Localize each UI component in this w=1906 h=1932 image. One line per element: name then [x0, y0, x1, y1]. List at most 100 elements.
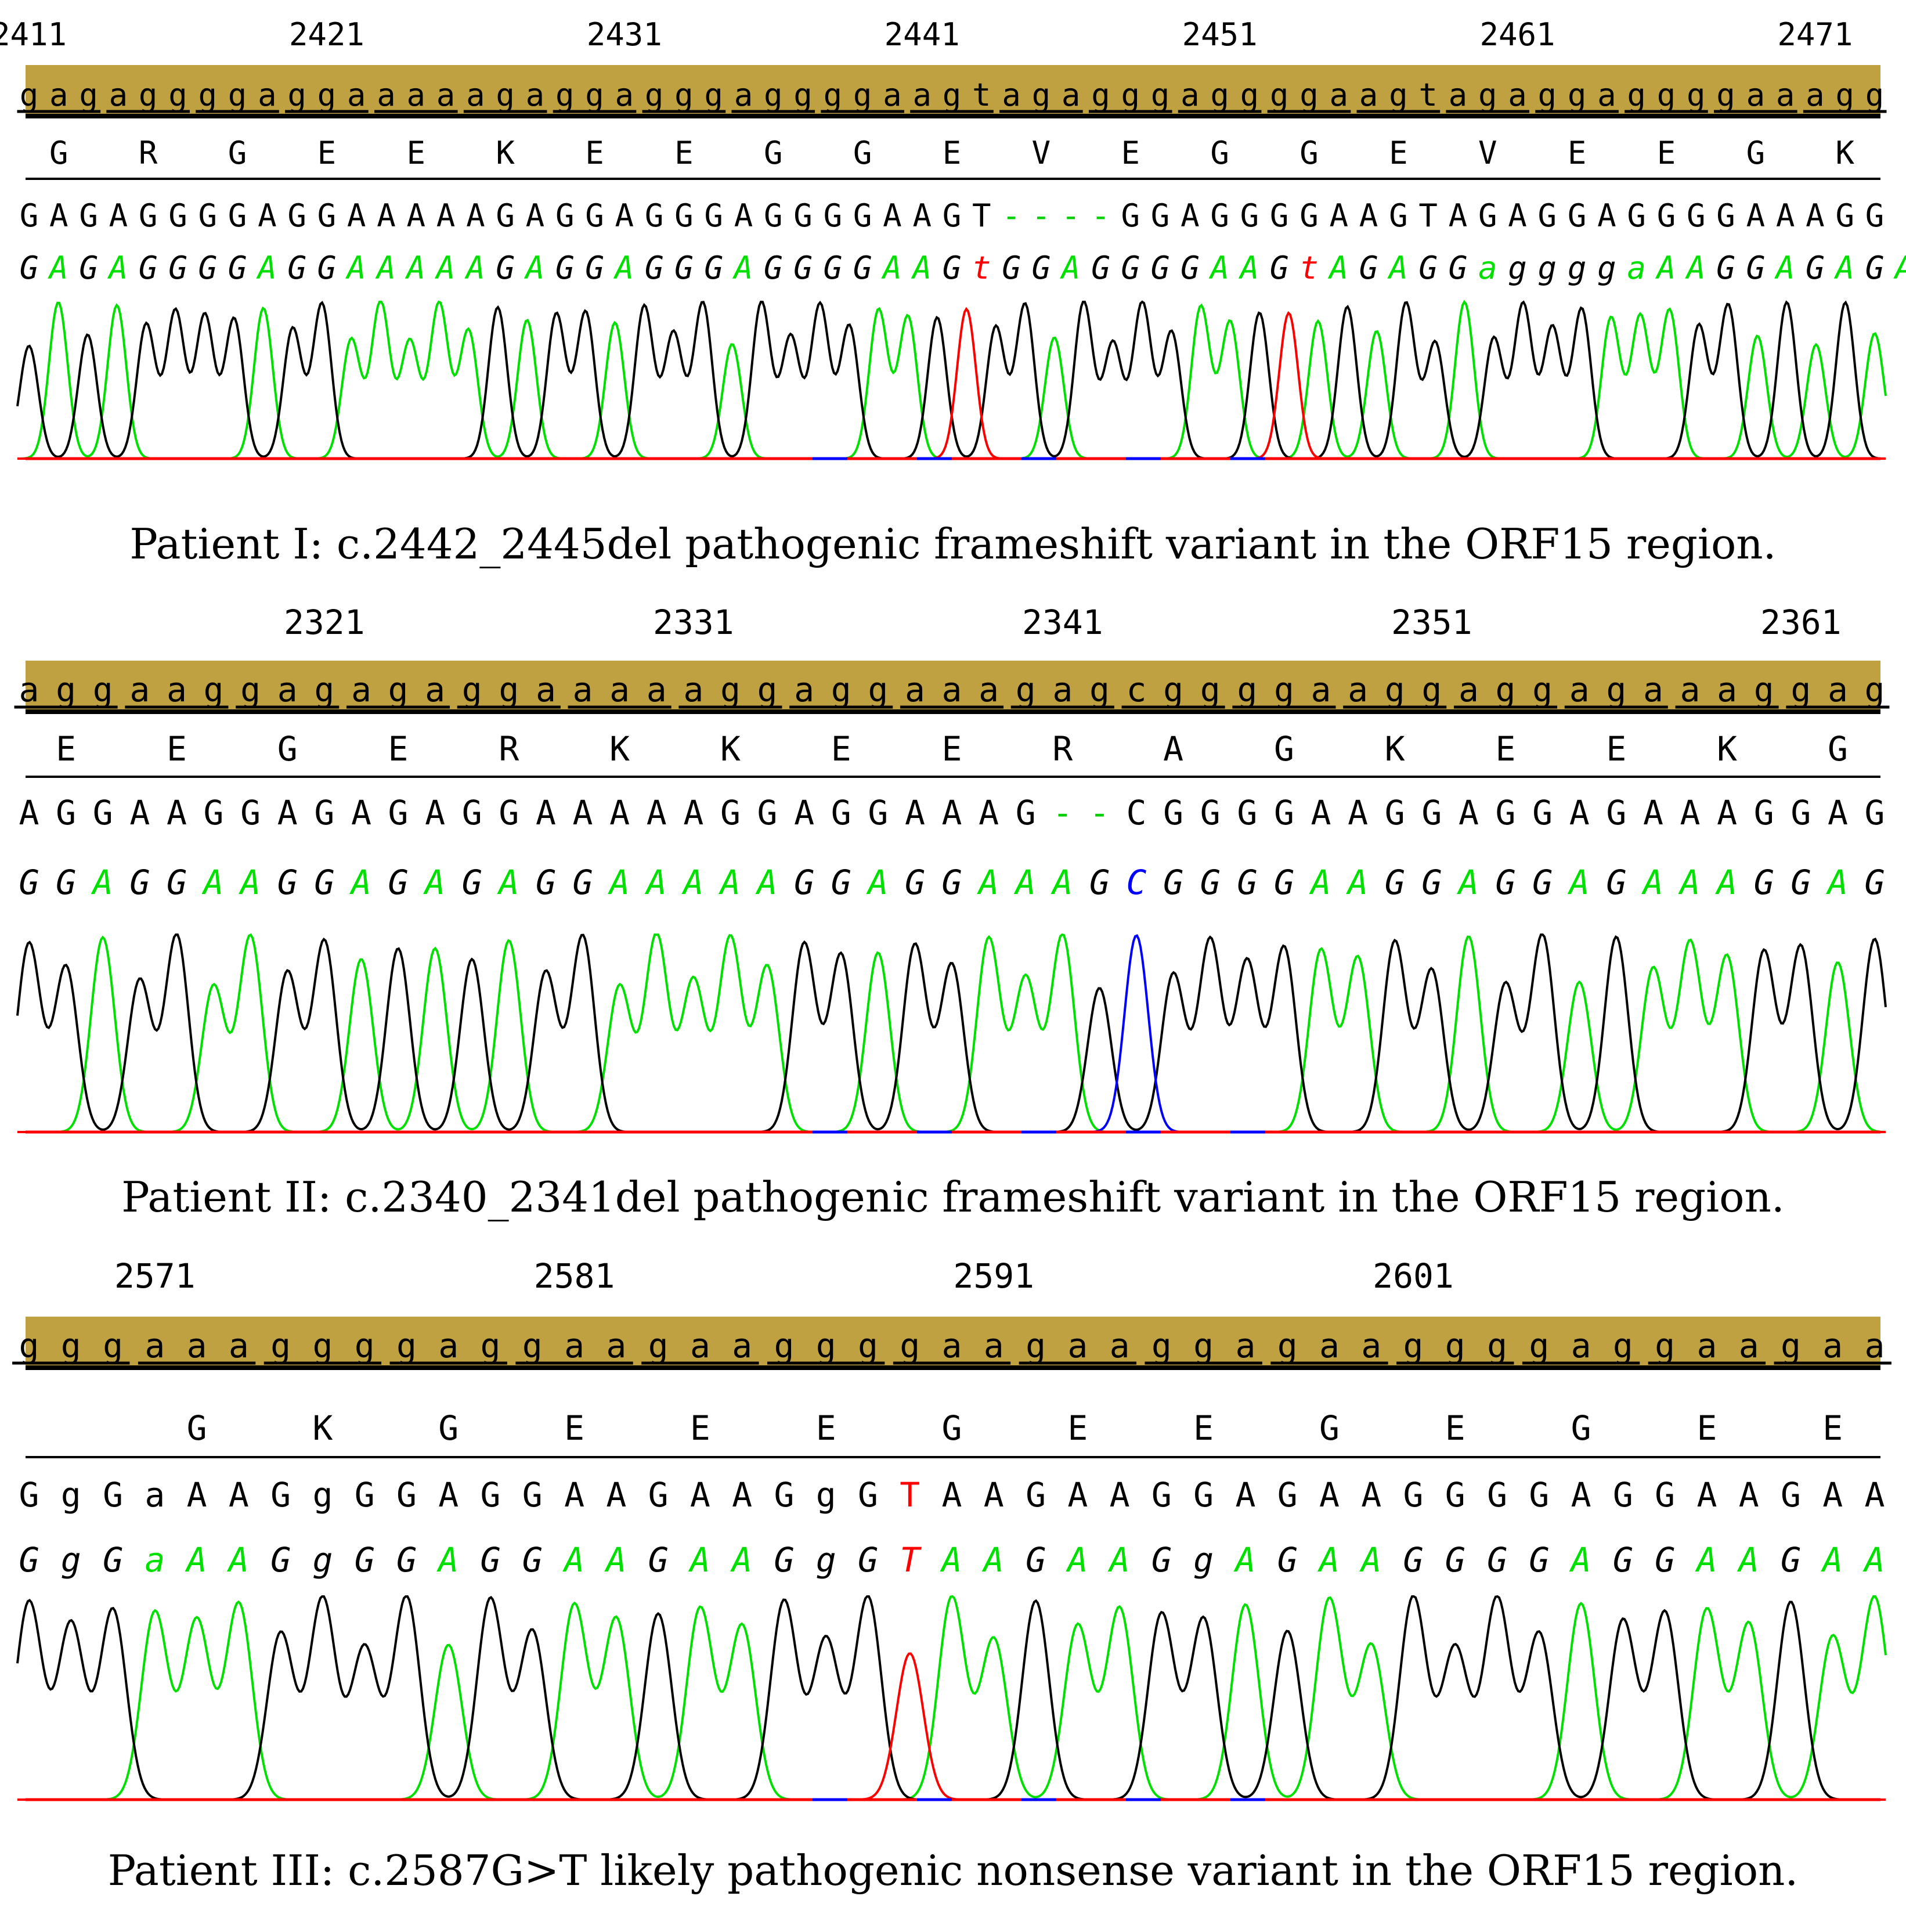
basecall: A	[227, 1540, 249, 1580]
reference-base: g	[481, 1326, 501, 1365]
basecall: A	[1208, 250, 1229, 286]
basecall: G	[1791, 863, 1811, 902]
sequence-base: G	[858, 1475, 878, 1515]
reference-base: g	[1210, 77, 1229, 113]
reference-base: a	[683, 670, 703, 709]
reference-base: a	[438, 1326, 459, 1365]
basecall: G	[1716, 250, 1735, 286]
sequence-base: A	[1459, 793, 1479, 832]
sequence-base: G	[1403, 1475, 1424, 1515]
reference-base: g	[1121, 77, 1140, 113]
position-label: 2591	[953, 1256, 1034, 1296]
amino-acid: E	[1389, 135, 1408, 171]
reference-base: g	[853, 77, 872, 113]
position-label: 2321	[284, 603, 365, 642]
sequence-base: A	[1828, 793, 1848, 832]
basecall: A	[464, 250, 485, 286]
sequence-base: G	[831, 793, 851, 832]
amino-acid: G	[1274, 729, 1294, 769]
amino-acid: E	[1193, 1408, 1214, 1448]
reference-base: a	[277, 670, 298, 709]
basecall: G	[139, 250, 158, 286]
reference-base: g	[1529, 1326, 1549, 1365]
basecall: G	[1496, 863, 1516, 902]
basecall: A	[881, 250, 902, 286]
basecall: G	[198, 250, 217, 286]
sequence-base: A	[407, 197, 426, 234]
reference-base: a	[1828, 670, 1848, 709]
reference-base: a	[19, 670, 39, 709]
basecall: A	[1569, 1540, 1591, 1580]
basecall: G	[388, 863, 409, 902]
reference-base: g	[462, 670, 482, 709]
sequence-base: A	[1361, 1475, 1381, 1515]
sequence-base: G	[853, 197, 872, 234]
basecall: G	[1781, 1540, 1801, 1580]
sequence-base: A	[690, 1475, 710, 1515]
basecall: G	[704, 250, 723, 286]
basecall: G	[317, 250, 337, 286]
reference-bar	[26, 65, 1880, 118]
basecall: G	[674, 250, 694, 286]
sequence-base: A	[1067, 1475, 1088, 1515]
basecall: A	[1821, 1540, 1843, 1580]
sequence-base: A	[187, 1475, 207, 1515]
reference-base: a	[615, 77, 634, 113]
reference-base: g	[648, 1326, 669, 1365]
reference-base: g	[858, 1326, 878, 1365]
basecall: A	[436, 1540, 459, 1580]
sequence-base: A	[1508, 197, 1527, 234]
position-label: 2351	[1391, 603, 1472, 642]
basecall: A	[1826, 863, 1848, 902]
trace-a	[17, 1595, 1887, 1801]
basecall: A	[1715, 863, 1737, 902]
basecall: A	[977, 863, 999, 902]
amino-acid: K	[1835, 135, 1854, 171]
basecall: A	[756, 863, 778, 902]
basecall: A	[405, 250, 426, 286]
sequence-base: A	[615, 197, 634, 234]
sequence-base: -	[1032, 197, 1051, 234]
sequence-base: G	[1835, 197, 1854, 234]
sequence-base: G	[555, 197, 575, 234]
sequence-base: G	[1163, 793, 1183, 832]
basecall: G	[1237, 863, 1257, 902]
basecall: A	[732, 250, 753, 286]
amino-acid: R	[139, 135, 158, 171]
sequence-base: A	[1319, 1475, 1340, 1515]
sequence-base: G	[103, 1475, 123, 1515]
basecall: A	[1060, 250, 1081, 286]
reference-base: g	[555, 77, 575, 113]
reference-base: g	[355, 1326, 375, 1365]
sequence-base: A	[979, 793, 999, 832]
sequence-base: A	[1776, 197, 1795, 234]
basecall: G	[942, 863, 962, 902]
basecall: g	[816, 1540, 836, 1580]
caption-patient-2: Patient II: c.2340_2341del pathogenic fr…	[121, 1173, 1785, 1221]
panel-patient-3: 2571 2581 2591 2601 g g g a a a g g g g a g g a a g a a g g g g a a…	[0, 1242, 1906, 1932]
reference-base: g	[79, 77, 98, 113]
sequence-base: T	[900, 1475, 920, 1515]
basecall: G	[1806, 250, 1825, 286]
basecall: G	[1613, 1540, 1633, 1580]
sequence-base: G	[1026, 1475, 1046, 1515]
basecall: A	[866, 863, 888, 902]
sequence-base: G	[1121, 197, 1140, 234]
basecall: G	[496, 250, 515, 286]
sequence-base: G	[1627, 197, 1646, 234]
sequence-base: G	[1016, 793, 1036, 832]
trace-g	[16, 300, 1886, 460]
sequence-base: G	[774, 1475, 794, 1515]
amino-acid: K	[312, 1408, 333, 1448]
basecall: G	[462, 863, 482, 902]
basecall: G	[1032, 250, 1051, 286]
sequence-base: A	[794, 793, 814, 832]
reference-base: g	[674, 77, 694, 113]
amino-acid: G	[1746, 135, 1766, 171]
reference-base: a	[732, 1326, 752, 1365]
sequence-base: G	[314, 793, 334, 832]
reference-base: g	[1865, 670, 1885, 709]
reference-base: g	[1478, 77, 1497, 113]
basecall: G	[1002, 250, 1021, 286]
basecall: A	[604, 1540, 626, 1580]
